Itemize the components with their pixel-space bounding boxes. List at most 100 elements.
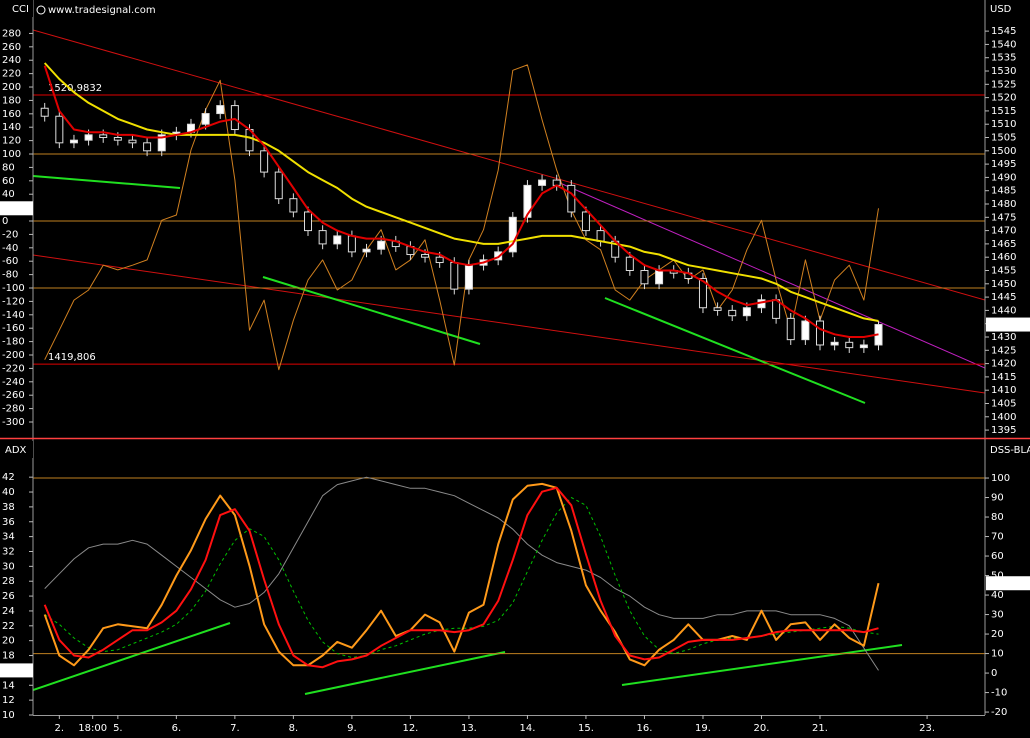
x-tick-label: 13. [461, 723, 477, 734]
y2-tick-label: -20 [991, 707, 1007, 718]
label-backdrop [0, 441, 33, 458]
series-line [43, 486, 879, 669]
x-tick-label: 20. [754, 723, 770, 734]
divergence-line [33, 622, 231, 691]
y2-tick-label: -10 [991, 688, 1007, 699]
candle-body [143, 142, 152, 152]
value-box-label: 46,0613 [988, 578, 1029, 589]
level-label: 1419,806 [48, 352, 96, 363]
y2-tick-label: 0 [991, 668, 997, 679]
trend-line [559, 182, 985, 369]
candle-body [713, 307, 722, 311]
y-tick-label: -300 [2, 417, 25, 428]
y2-tick-label: 1495 [991, 159, 1016, 170]
y-tick-label: 32 [2, 546, 15, 557]
y2-tick-label: 1535 [991, 53, 1016, 64]
series-line [43, 65, 879, 338]
candle-body [347, 235, 356, 253]
y-tick-label: 28 [2, 576, 15, 587]
candle-body [435, 256, 444, 264]
y-tick-label: 160 [2, 109, 21, 120]
value-box [986, 317, 1030, 332]
y-tick-label: 100 [2, 149, 21, 160]
y2-tick-label: 1505 [991, 133, 1016, 144]
y2-tick-label: 1405 [991, 398, 1016, 409]
candle-body [362, 248, 371, 253]
series-line [43, 62, 879, 322]
divergence-line [33, 175, 181, 189]
value-box [986, 576, 1030, 591]
y-tick-label: 36 [2, 517, 15, 528]
y-axis-label: CCI [12, 4, 29, 15]
y-tick-label: 42 [2, 472, 15, 483]
x-tick-label: 5. [113, 723, 123, 734]
candle-body [538, 179, 547, 186]
y-axis-label: ADX [5, 445, 27, 456]
x-tick-label: 12. [402, 723, 418, 734]
y2-tick-label: 1465 [991, 239, 1016, 250]
divergence-line [604, 297, 866, 404]
y2-tick-label: 1485 [991, 186, 1016, 197]
candle-body [494, 251, 503, 261]
candle-body [581, 211, 590, 232]
y2-tick-label: 1520 [991, 93, 1016, 104]
y2-tick-label: 40 [991, 590, 1004, 601]
y-tick-label: 24 [2, 606, 15, 617]
candle-body [230, 105, 239, 131]
y-tick-label: 220 [2, 69, 21, 80]
y-tick-label: 40 [2, 487, 15, 498]
y-tick-label: -140 [2, 310, 25, 321]
candle-body [84, 134, 93, 141]
value-box [0, 663, 33, 678]
y-tick-label: 26 [2, 591, 15, 602]
y2-tick-label: 1410 [991, 385, 1016, 396]
y2-tick-label: 1440 [991, 305, 1016, 316]
y2-tick-label: 50 [991, 571, 1004, 582]
candle-body [464, 264, 473, 290]
candle-body [815, 320, 824, 346]
y2-tick-label: 1490 [991, 172, 1016, 183]
y2-axis-label: USD [990, 4, 1012, 15]
y-tick-label: 80 [2, 162, 15, 173]
y-tick-label: 280 [2, 28, 21, 39]
value-box-label: 1434,68 [988, 320, 1029, 331]
y2-tick-label: 10 [991, 649, 1004, 660]
y2-tick-label: 1500 [991, 146, 1016, 157]
x-tick-label: 21. [812, 723, 828, 734]
y-tick-label: -80 [2, 270, 18, 281]
x-tick-label: 2. [55, 723, 65, 734]
y-tick-label: 120 [2, 136, 21, 147]
x-tick-label: 19. [695, 723, 711, 734]
trend-line [33, 29, 985, 301]
y-tick-label: -260 [2, 390, 25, 401]
candle-body [113, 137, 122, 141]
candle-body [450, 262, 459, 290]
y-tick-label: 180 [2, 95, 21, 106]
y-tick-label: 20 [2, 636, 15, 647]
candle-body [289, 198, 298, 213]
x-tick-label: 18:00 [78, 723, 107, 734]
x-tick-label: 16. [637, 723, 653, 734]
y2-tick-label: 1525 [991, 79, 1016, 90]
candle-body [274, 171, 283, 200]
candle-body [698, 277, 707, 309]
y-tick-label: 18 [2, 651, 15, 662]
y-tick-label: 38 [2, 502, 15, 513]
level-label: 1520,9832 [48, 83, 102, 94]
y-tick-label: -100 [2, 283, 25, 294]
y-tick-label: 260 [2, 42, 21, 53]
candle-body [69, 139, 78, 144]
candle-body [304, 211, 313, 232]
source-icon [36, 5, 46, 15]
y-tick-label: -220 [2, 363, 25, 374]
candle-body [596, 230, 605, 242]
y2-tick-label: 1430 [991, 332, 1016, 343]
y-tick-label: -40 [2, 243, 18, 254]
candle-body [201, 113, 210, 125]
x-tick-label: 15. [578, 723, 594, 734]
candle-body [859, 344, 868, 349]
y-tick-label: 140 [2, 122, 21, 133]
x-tick-label: 7. [230, 723, 240, 734]
